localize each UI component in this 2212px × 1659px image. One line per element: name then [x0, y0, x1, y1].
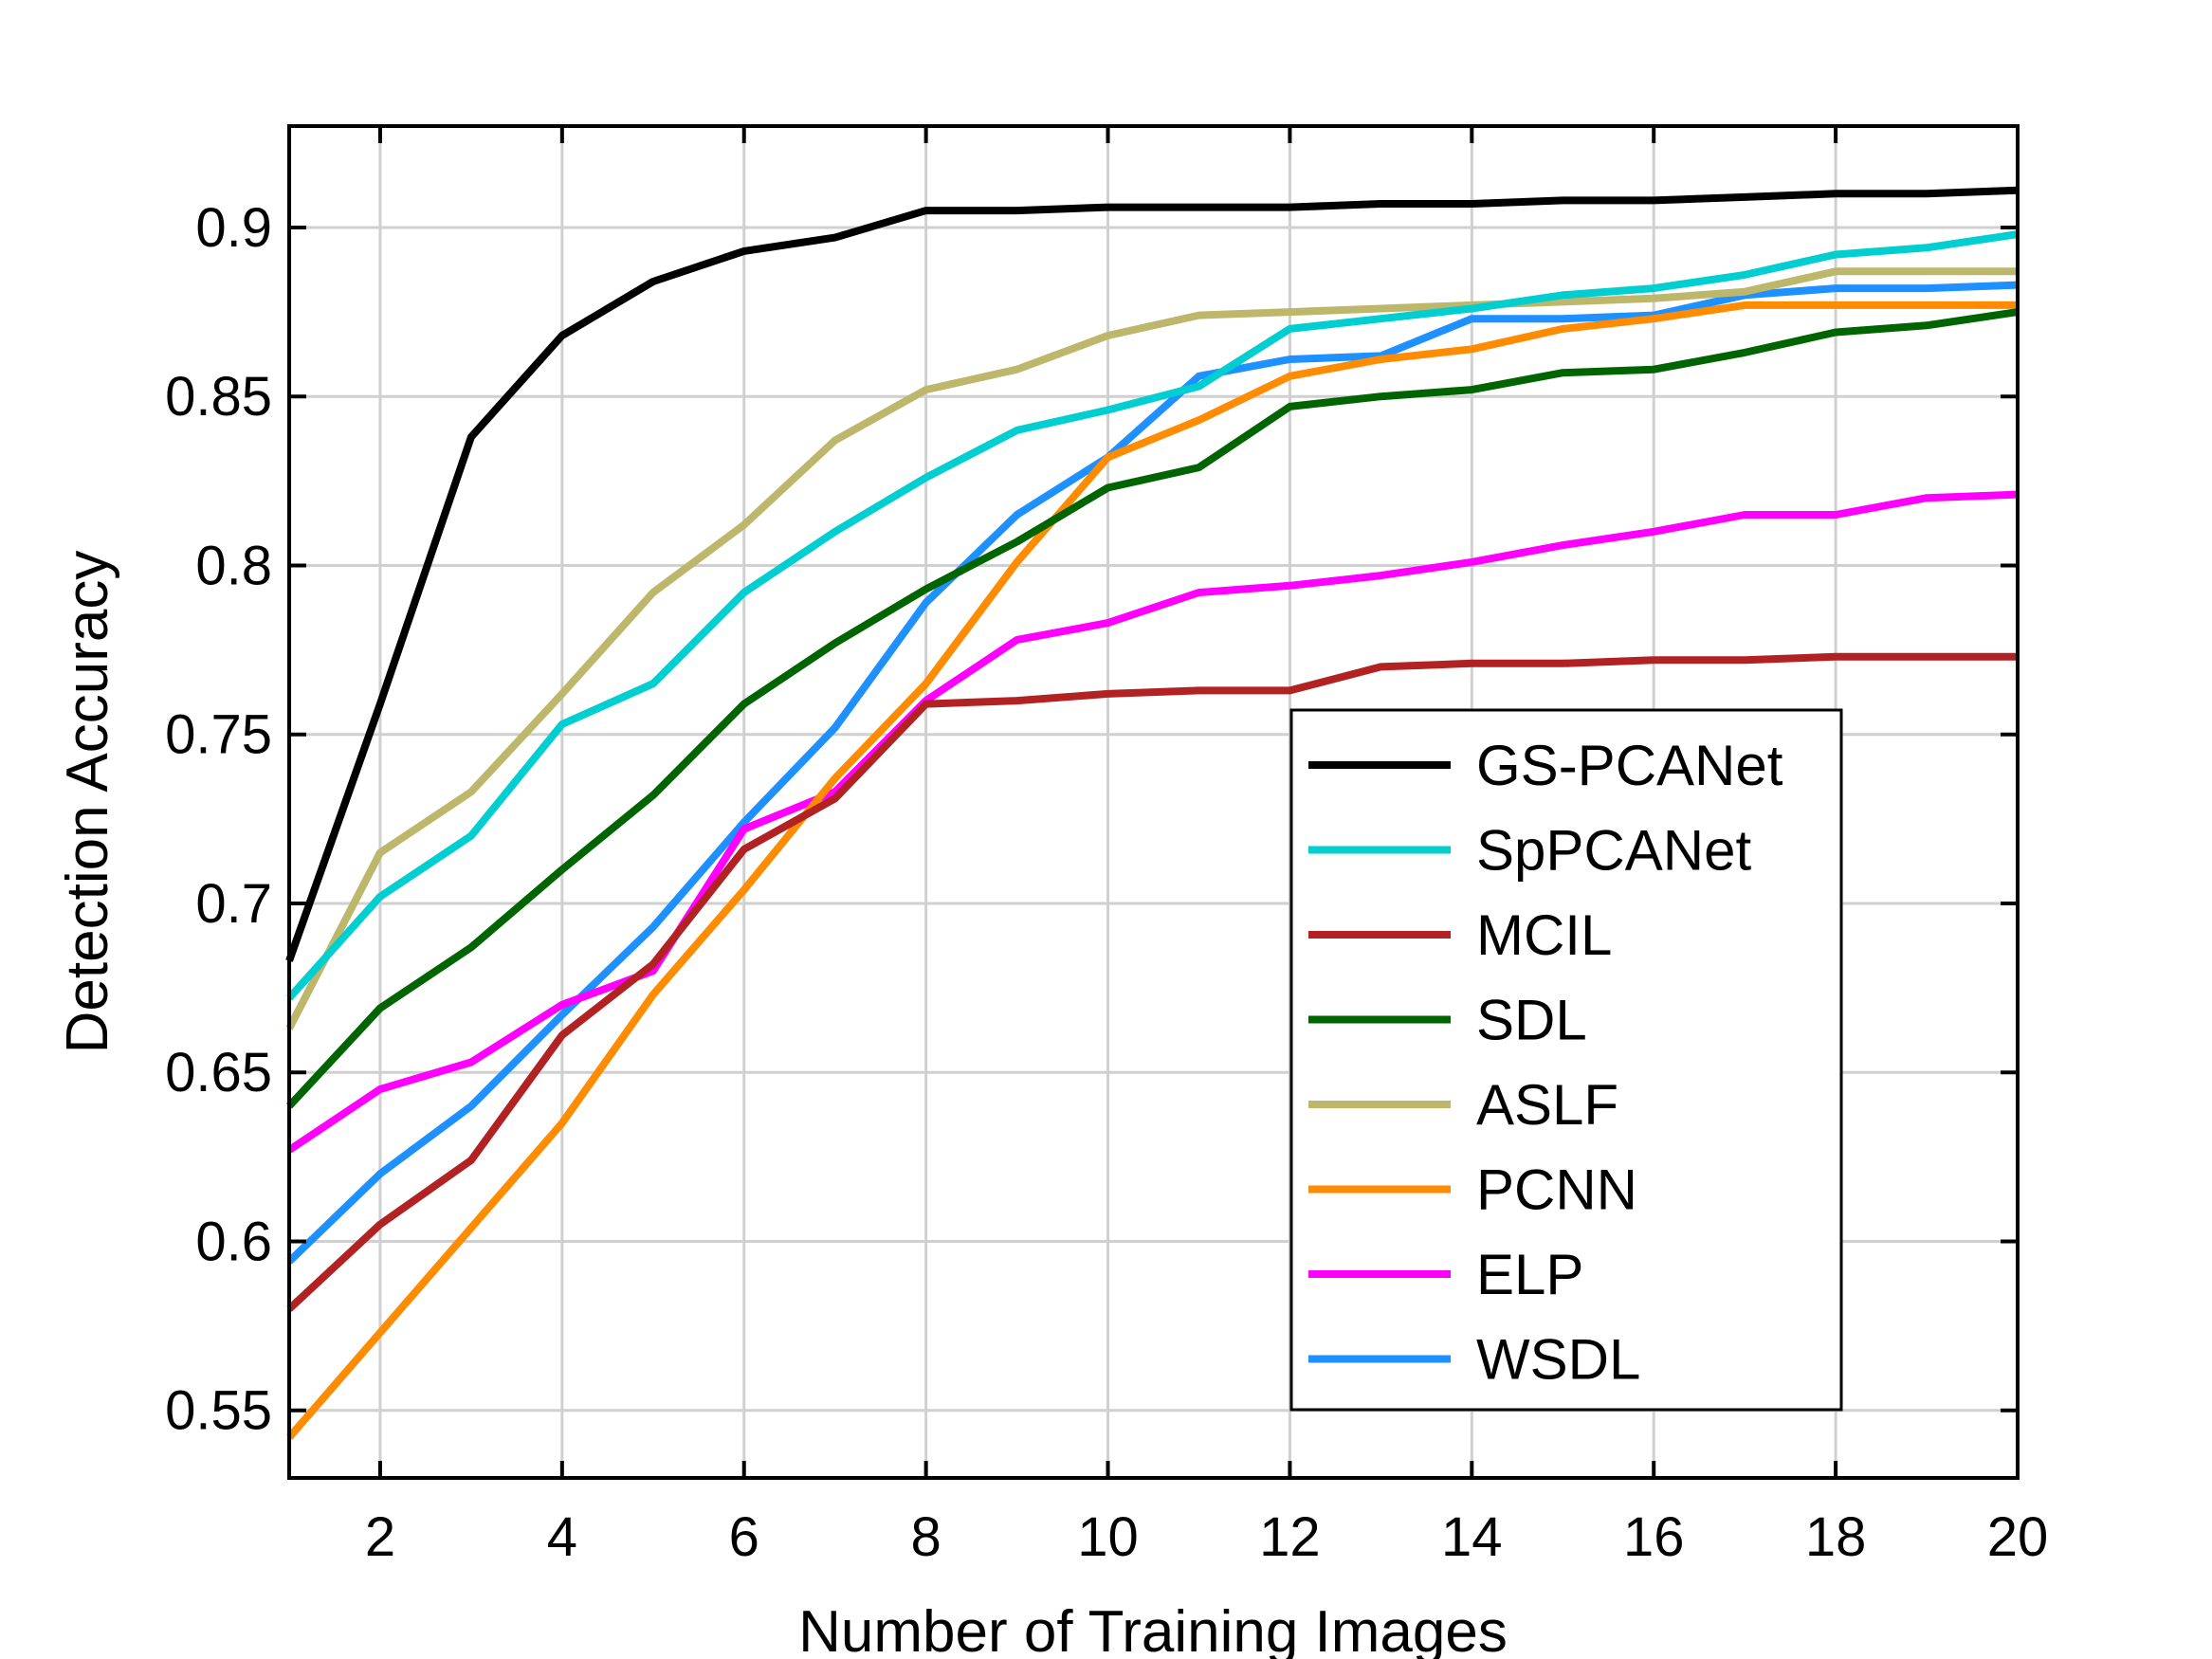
- plot-frame: [287, 124, 2020, 1480]
- legend-label-sdl: SDL: [1476, 989, 1587, 1052]
- y-tick-label: 0.55: [165, 1380, 272, 1442]
- x-tick-label: 6: [729, 1506, 759, 1568]
- y-tick-label: 0.65: [165, 1042, 272, 1103]
- series-line-sppcanet: [286, 230, 2019, 1001]
- y-tick-label: 0.6: [195, 1211, 272, 1272]
- x-tick-label: 8: [910, 1506, 941, 1568]
- series-line-aslf: [285, 267, 2018, 1030]
- x-tick-label: 16: [1623, 1506, 1685, 1568]
- series-lines: [285, 186, 2019, 1440]
- series-line-sdl: [286, 308, 2019, 1109]
- x-tick-label: 18: [1805, 1506, 1867, 1568]
- y-tick-label: 0.75: [165, 704, 272, 766]
- x-tick-label: 20: [1987, 1506, 2049, 1568]
- legend-label-sppcanet: SpPCANet: [1476, 819, 1751, 883]
- x-tick-label: 4: [547, 1506, 577, 1568]
- y-tick-label: 0.85: [165, 366, 272, 428]
- y-tick-label: 0.9: [195, 197, 272, 259]
- x-tick-label: 10: [1077, 1506, 1139, 1568]
- y-axis-label: Detection Accuracy: [55, 551, 120, 1054]
- y-tick-label: 0.8: [195, 535, 272, 596]
- y-tick-label: 0.7: [195, 873, 272, 935]
- legend[interactable]: GS-PCANet SpPCANet MCIL SDL ASLF PCNN ELP WSDL: [1289, 708, 1843, 1412]
- x-tick-label: 12: [1259, 1506, 1321, 1568]
- series-line-mcil: [286, 652, 2018, 1312]
- x-tick-label: 2: [365, 1506, 395, 1568]
- legend-label-gs-pcanet: GS-PCANet: [1476, 734, 1783, 797]
- legend-box: [1289, 708, 1843, 1412]
- x-axis-label: Number of Training Images: [798, 1599, 1508, 1659]
- series-line-elp: [286, 490, 2019, 1154]
- legend-label-pcnn: PCNN: [1476, 1158, 1637, 1222]
- legend-label-wsdl: WSDL: [1476, 1328, 1640, 1392]
- legend-label-aslf: ASLF: [1476, 1073, 1618, 1137]
- x-tick-labels: 2 4 6 8 10 12 14 16 18 20: [365, 1506, 2048, 1568]
- y-tick-labels: 0.55 0.6 0.65 0.7 0.75 0.8 0.85 0.9: [165, 197, 272, 1442]
- legend-label-mcil: MCIL: [1476, 903, 1612, 967]
- axis-ticks: [289, 126, 2020, 1478]
- x-tick-label: 14: [1441, 1506, 1503, 1568]
- legend-label-elp: ELP: [1476, 1243, 1583, 1306]
- series-line-gs-pcanet: [285, 186, 2019, 962]
- series-line-pcnn: [285, 301, 2018, 1440]
